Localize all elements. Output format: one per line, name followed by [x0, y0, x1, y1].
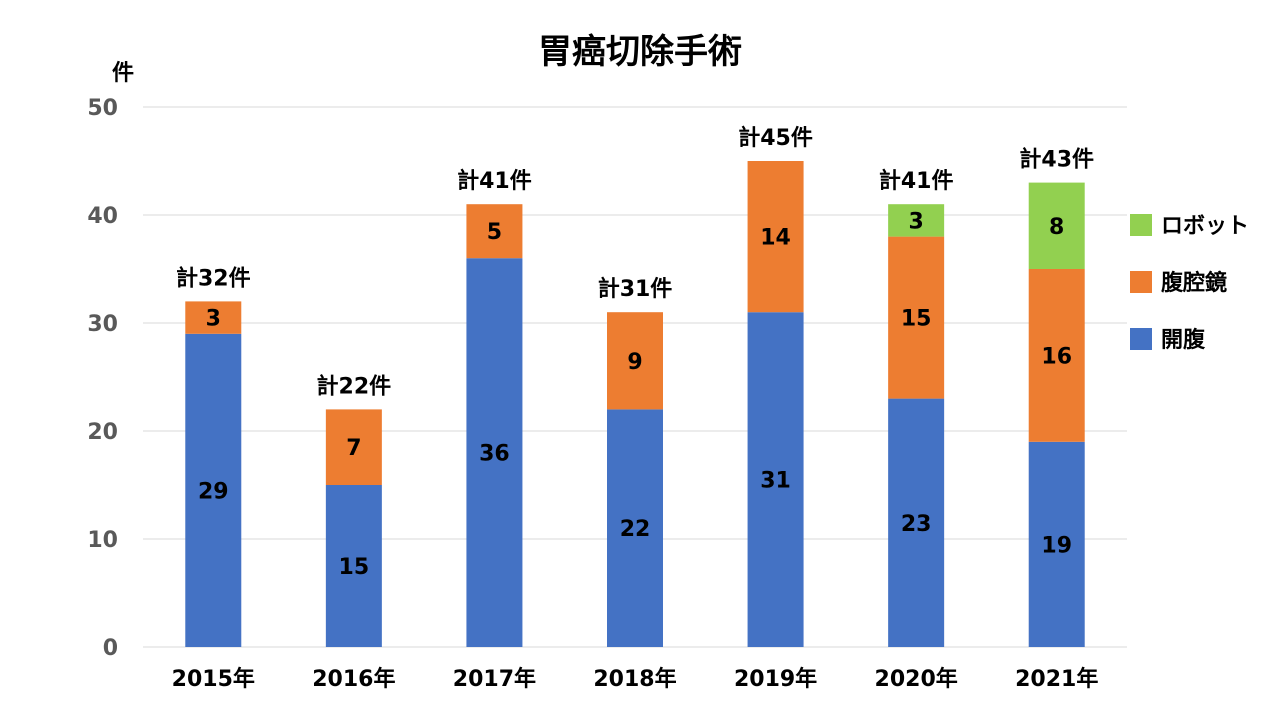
y-tick-label: 40: [87, 204, 118, 229]
bar-segment: [466, 204, 523, 259]
bar-value-label: 15: [901, 307, 932, 332]
bar-value-label: 3: [206, 307, 221, 332]
x-tick-label: 2016年: [312, 666, 395, 692]
bar-value-label: 7: [346, 436, 361, 461]
bars: [185, 161, 1085, 647]
bar-segment: [888, 204, 945, 237]
bar-value-label: 8: [1049, 215, 1064, 240]
y-tick-label: 0: [103, 636, 118, 661]
bar-total-label: 計41件: [457, 168, 532, 194]
y-tick-label: 30: [87, 312, 118, 337]
bar-value-label: 14: [760, 226, 791, 251]
bar-segment: [888, 236, 945, 399]
x-tick-label: 2019年: [734, 666, 817, 692]
bar-total-label: 計43件: [1019, 147, 1094, 173]
chart-title: 胃癌切除手術: [538, 32, 742, 72]
bar-segment: [1028, 441, 1085, 647]
bar-total-label: 計31件: [598, 276, 673, 302]
legend-label: 腹腔鏡: [1161, 270, 1227, 296]
bar-value-label: 31: [760, 469, 791, 494]
bar-segment: [1028, 269, 1085, 442]
bar-value-label: 16: [1041, 344, 1072, 369]
bar-value-label: 5: [487, 220, 502, 245]
bar-value-label: 19: [1041, 533, 1072, 558]
x-tick-label: 2017年: [453, 666, 536, 692]
bar-value-label: 36: [479, 442, 510, 467]
x-tick-label: 2021年: [1015, 666, 1098, 692]
bar-value-label: 15: [339, 555, 370, 580]
legend-swatch: [1130, 214, 1152, 236]
bar-total-label: 計45件: [738, 125, 813, 151]
y-axis-ticks: 0 10 20 30 40 50: [87, 96, 118, 661]
bar-segment: [325, 485, 382, 647]
bar-total-label: 計41件: [879, 168, 954, 194]
bar-segment: [888, 398, 945, 647]
x-tick-label: 2018年: [593, 666, 676, 692]
x-tick-label: 2015年: [172, 666, 255, 692]
bar-value-label: 22: [620, 517, 651, 542]
x-tick-label: 2020年: [875, 666, 958, 692]
y-tick-label: 10: [87, 528, 118, 553]
y-axis-unit-label: 件: [112, 61, 134, 86]
legend-label: 開腹: [1161, 327, 1206, 353]
bar-segment: [325, 409, 382, 485]
bar-segment: [747, 312, 804, 647]
bar-value-label: 3: [908, 209, 923, 234]
bar-segment: [607, 312, 663, 410]
bar-value-label: 9: [627, 350, 642, 375]
y-tick-label: 50: [87, 96, 118, 121]
bar-segment: [607, 409, 663, 647]
bar-segment: [747, 161, 804, 313]
legend-swatch: [1130, 328, 1152, 350]
bar-value-label: 29: [198, 479, 229, 504]
bar-segment: [185, 333, 242, 647]
bar-value-label: 23: [901, 512, 932, 537]
bar-segment: [185, 301, 242, 334]
data-labels: 29 3 計32件 15 7 計22件 36 5 計41件 22 9 計31件 31 14 計45件 23 15…: [176, 125, 1094, 580]
bar-segment: [466, 258, 523, 647]
x-axis-ticks: 2015年 2016年 2017年 2018年 2019年 2020年 2021年: [172, 666, 1099, 692]
bar-segment: [1028, 182, 1085, 269]
legend-swatch: [1130, 271, 1152, 293]
legend-label: ロボット: [1161, 214, 1249, 239]
bar-total-label: 計22件: [317, 373, 392, 399]
y-tick-label: 20: [87, 420, 118, 445]
bar-total-label: 計32件: [176, 265, 251, 291]
